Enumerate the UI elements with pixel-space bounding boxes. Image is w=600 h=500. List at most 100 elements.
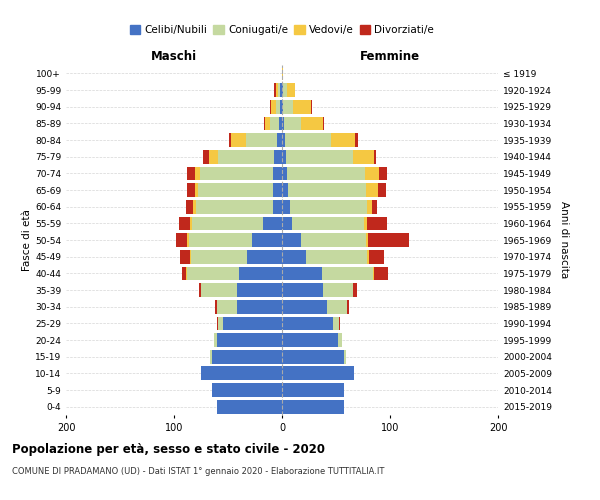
Bar (282, 250, 306, 264)
Bar (274, 83, 275, 97)
Bar (179, 216, 190, 230)
Bar (282, 350, 344, 364)
Bar (252, 233, 282, 247)
Bar (176, 233, 187, 247)
Bar (282, 233, 301, 247)
Bar (282, 333, 338, 347)
Bar (282, 316, 333, 330)
Bar (367, 200, 371, 213)
Bar (290, 200, 367, 213)
Legend: Celibi/Nubili, Coniugati/e, Vedovi/e, Divorziati/e: Celibi/Nubili, Coniugati/e, Vedovi/e, Di… (125, 21, 439, 40)
Bar (287, 166, 365, 180)
Bar (239, 266, 282, 280)
Bar (368, 233, 409, 247)
Bar (236, 283, 282, 297)
Bar (187, 166, 194, 180)
Bar (366, 183, 378, 197)
Bar (282, 100, 283, 114)
Bar (282, 166, 287, 180)
Bar (301, 116, 323, 130)
Bar (217, 300, 236, 314)
Bar (186, 266, 187, 280)
Bar (306, 250, 367, 264)
Bar (199, 283, 201, 297)
Bar (191, 250, 247, 264)
Bar (322, 266, 373, 280)
Bar (338, 333, 343, 347)
Bar (323, 283, 353, 297)
Bar (200, 166, 274, 180)
Bar (283, 100, 293, 114)
Bar (333, 316, 339, 330)
Bar (196, 200, 274, 213)
Bar (282, 400, 344, 413)
Bar (231, 133, 247, 147)
Bar (278, 83, 280, 97)
Bar (194, 183, 198, 197)
Bar (265, 116, 270, 130)
Text: Femmine: Femmine (360, 50, 420, 62)
Bar (344, 350, 346, 364)
Bar (223, 316, 282, 330)
Bar (378, 183, 386, 197)
Bar (286, 150, 353, 164)
Bar (274, 183, 282, 197)
Bar (193, 216, 263, 230)
Bar (189, 233, 252, 247)
Bar (353, 150, 374, 164)
Text: Maschi: Maschi (151, 50, 197, 62)
Bar (355, 133, 358, 147)
Text: COMUNE DI PRADAMANO (UD) - Dati ISTAT 1° gennaio 2020 - Elaborazione TUTTITALIA.: COMUNE DI PRADAMANO (UD) - Dati ISTAT 1°… (12, 468, 385, 476)
Bar (217, 400, 282, 413)
Bar (373, 266, 374, 280)
Bar (217, 333, 282, 347)
Bar (371, 200, 377, 213)
Bar (367, 216, 387, 230)
Bar (275, 100, 280, 114)
Bar (218, 150, 274, 164)
Bar (217, 316, 218, 330)
Bar (282, 266, 322, 280)
Bar (282, 116, 284, 130)
Bar (201, 283, 236, 297)
Bar (182, 266, 186, 280)
Bar (274, 200, 282, 213)
Bar (282, 150, 286, 164)
Bar (187, 183, 194, 197)
Y-axis label: Fasce di età: Fasce di età (22, 209, 32, 271)
Bar (285, 133, 331, 147)
Bar (277, 133, 282, 147)
Bar (209, 150, 218, 164)
Bar (247, 250, 282, 264)
Bar (282, 383, 344, 397)
Bar (289, 183, 366, 197)
Bar (311, 100, 312, 114)
Bar (271, 100, 275, 114)
Text: Popolazione per età, sesso e stato civile - 2020: Popolazione per età, sesso e stato civil… (12, 442, 325, 456)
Bar (282, 366, 355, 380)
Bar (282, 200, 290, 213)
Bar (186, 200, 193, 213)
Bar (193, 200, 196, 213)
Bar (293, 100, 311, 114)
Y-axis label: Anni di nascita: Anni di nascita (559, 202, 569, 278)
Bar (282, 300, 328, 314)
Bar (274, 150, 282, 164)
Bar (190, 250, 191, 264)
Bar (198, 183, 274, 197)
Bar (181, 250, 190, 264)
Bar (374, 150, 376, 164)
Bar (331, 133, 355, 147)
Bar (364, 216, 367, 230)
Bar (282, 133, 285, 147)
Bar (209, 350, 212, 364)
Bar (374, 266, 388, 280)
Bar (247, 133, 277, 147)
Bar (263, 216, 282, 230)
Bar (274, 166, 282, 180)
Bar (218, 316, 223, 330)
Bar (282, 66, 283, 80)
Bar (229, 133, 231, 147)
Bar (187, 233, 189, 247)
Bar (190, 216, 193, 230)
